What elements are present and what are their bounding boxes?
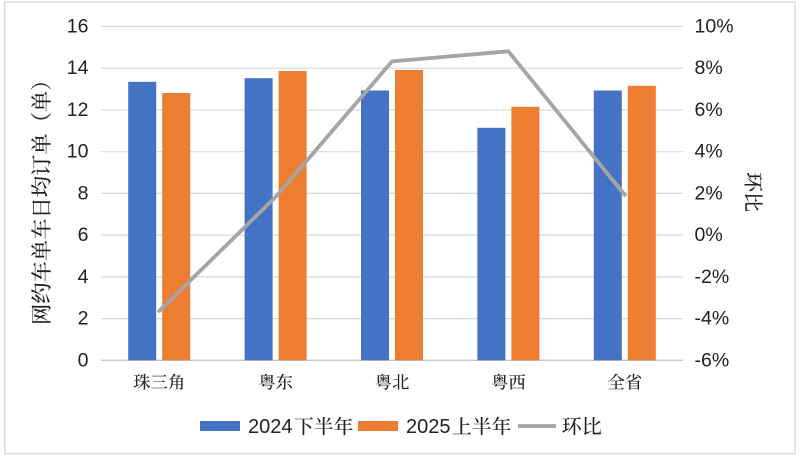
svg-text:8%: 8% <box>695 57 723 79</box>
svg-text:-4%: -4% <box>695 308 730 330</box>
svg-text:4%: 4% <box>695 141 723 163</box>
svg-text:0: 0 <box>78 349 89 371</box>
svg-text:14: 14 <box>67 57 89 79</box>
svg-text:10%: 10% <box>695 16 734 38</box>
svg-text:2024: 2024 <box>248 416 293 438</box>
svg-text:0%: 0% <box>695 224 723 246</box>
svg-text:-2%: -2% <box>695 266 730 288</box>
svg-text:-6%: -6% <box>695 349 730 371</box>
svg-text:2025: 2025 <box>406 416 451 438</box>
svg-text:16: 16 <box>67 16 89 38</box>
svg-text:2%: 2% <box>695 182 723 204</box>
svg-text:6: 6 <box>78 224 89 246</box>
svg-text:12: 12 <box>67 99 89 121</box>
svg-text:6%: 6% <box>695 99 723 121</box>
svg-text:2: 2 <box>78 308 89 330</box>
svg-text:8: 8 <box>78 182 89 204</box>
svg-text:10: 10 <box>67 141 89 163</box>
svg-text:4: 4 <box>78 266 89 288</box>
